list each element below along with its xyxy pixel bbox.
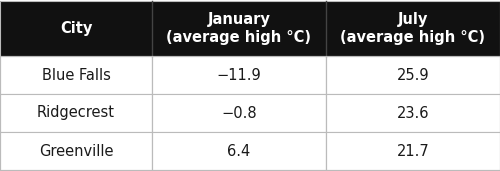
Text: 21.7: 21.7 [396, 143, 430, 159]
Text: City: City [60, 21, 92, 36]
Bar [0, 132, 152, 170]
Text: 23.6: 23.6 [397, 106, 429, 121]
Text: July
(average high °C): July (average high °C) [340, 12, 486, 45]
Bar [0, 56, 152, 94]
Text: −0.8: −0.8 [221, 106, 257, 121]
Bar [326, 94, 500, 132]
Bar [326, 1, 500, 56]
Text: Ridgecrest: Ridgecrest [37, 106, 115, 121]
Text: 25.9: 25.9 [396, 68, 430, 82]
Text: January
(average high °C): January (average high °C) [166, 12, 312, 45]
Bar [326, 132, 500, 170]
Bar [0, 1, 152, 56]
Text: 6.4: 6.4 [228, 143, 250, 159]
Bar [326, 56, 500, 94]
Bar [152, 56, 326, 94]
Bar [152, 132, 326, 170]
Text: −11.9: −11.9 [216, 68, 262, 82]
Text: Blue Falls: Blue Falls [42, 68, 110, 82]
Bar [152, 94, 326, 132]
Text: Greenville: Greenville [39, 143, 113, 159]
Bar [152, 1, 326, 56]
Bar [0, 94, 152, 132]
